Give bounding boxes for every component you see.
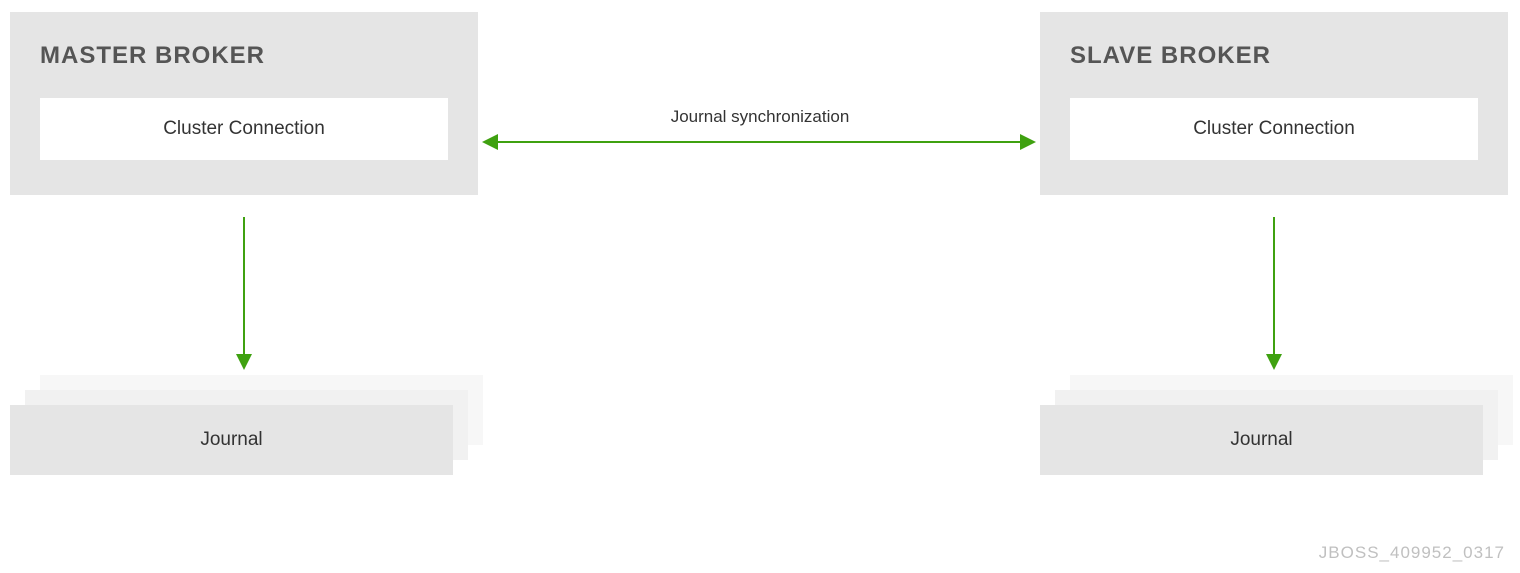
slave-cluster-connection-box: Cluster Connection <box>1070 98 1478 160</box>
slave-down-arrowhead <box>1266 354 1282 370</box>
master-journal-stack: Journal <box>10 375 483 475</box>
master-journal-layer-front: Journal <box>10 405 453 475</box>
master-broker-title: MASTER BROKER <box>40 42 448 70</box>
master-cluster-connection-box: Cluster Connection <box>40 98 448 160</box>
slave-journal-layer-front: Journal <box>1040 405 1483 475</box>
slave-broker-title: SLAVE BROKER <box>1070 42 1478 70</box>
journal-sync-label: Journal synchronization <box>640 107 880 127</box>
slave-broker-panel: SLAVE BROKER Cluster Connection <box>1040 12 1508 195</box>
master-broker-panel: MASTER BROKER Cluster Connection <box>10 12 478 195</box>
master-down-arrowhead <box>236 354 252 370</box>
footer-code: JBOSS_409952_0317 <box>1319 543 1505 563</box>
slave-journal-stack: Journal <box>1040 375 1513 475</box>
